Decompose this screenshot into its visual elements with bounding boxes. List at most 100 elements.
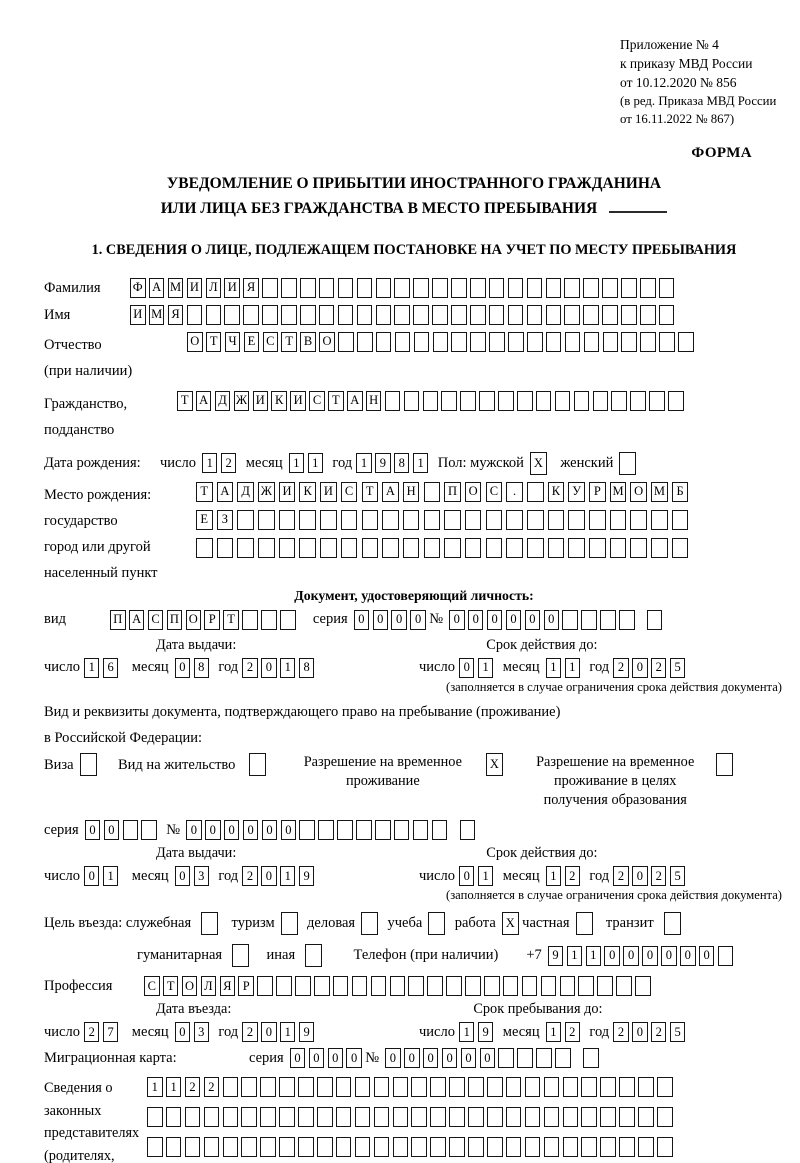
char-cell[interactable] bbox=[432, 304, 448, 325]
char-cell[interactable] bbox=[335, 1077, 352, 1098]
char-cell[interactable]: Б bbox=[671, 481, 689, 502]
char-cell[interactable] bbox=[526, 304, 543, 325]
char-cell[interactable]: 2 bbox=[564, 1022, 580, 1043]
char-cell[interactable] bbox=[638, 1077, 654, 1098]
char-cell[interactable] bbox=[489, 331, 505, 352]
char-cell[interactable]: 2 bbox=[613, 657, 629, 678]
char-cell[interactable] bbox=[402, 537, 420, 558]
char-cell[interactable] bbox=[408, 976, 424, 997]
char-cell[interactable]: 1 bbox=[147, 1077, 163, 1098]
char-cell[interactable] bbox=[243, 304, 259, 325]
char-cell[interactable]: Я bbox=[243, 277, 259, 298]
char-cell[interactable] bbox=[373, 1137, 390, 1158]
char-cell[interactable] bbox=[568, 509, 585, 530]
char-cell[interactable]: 0 bbox=[632, 657, 648, 678]
char-cell[interactable] bbox=[260, 1137, 276, 1158]
char-cell[interactable]: Т bbox=[196, 481, 213, 502]
char-cell[interactable] bbox=[621, 331, 637, 352]
char-cell[interactable] bbox=[498, 1048, 514, 1069]
char-cell[interactable] bbox=[237, 509, 254, 530]
char-cell[interactable] bbox=[465, 976, 481, 997]
char-cell[interactable] bbox=[261, 609, 277, 630]
char-cell[interactable] bbox=[630, 390, 646, 411]
char-cell[interactable]: К bbox=[299, 481, 316, 502]
char-cell[interactable] bbox=[498, 390, 514, 411]
char-cell[interactable]: 0 bbox=[698, 945, 715, 966]
char-cell[interactable]: 0 bbox=[543, 609, 559, 630]
char-cell[interactable] bbox=[280, 912, 298, 936]
char-cell[interactable] bbox=[318, 304, 335, 325]
char-cell[interactable]: 2 bbox=[613, 866, 629, 887]
char-cell[interactable] bbox=[716, 752, 734, 776]
char-cell[interactable]: С bbox=[147, 609, 164, 630]
char-cell[interactable] bbox=[444, 537, 461, 558]
char-cell[interactable] bbox=[600, 1107, 616, 1128]
char-cell[interactable] bbox=[583, 277, 599, 298]
char-cell[interactable] bbox=[242, 609, 258, 630]
char-cell[interactable] bbox=[464, 509, 482, 530]
char-cell[interactable]: 0 bbox=[372, 609, 389, 630]
char-cell[interactable] bbox=[646, 609, 663, 630]
char-cell[interactable]: 0 bbox=[486, 609, 503, 630]
char-cell[interactable] bbox=[619, 609, 635, 630]
purpose-other-checkbox[interactable] bbox=[305, 944, 325, 968]
char-cell[interactable]: Т bbox=[177, 390, 193, 411]
char-cell[interactable] bbox=[459, 820, 476, 841]
char-cell[interactable] bbox=[147, 1137, 163, 1158]
char-cell[interactable] bbox=[616, 976, 632, 997]
char-cell[interactable] bbox=[392, 1137, 409, 1158]
char-cell[interactable] bbox=[281, 304, 297, 325]
char-cell[interactable]: 0 bbox=[261, 866, 277, 887]
char-cell[interactable] bbox=[619, 451, 637, 475]
char-cell[interactable] bbox=[487, 1077, 503, 1098]
char-cell[interactable] bbox=[237, 537, 254, 558]
char-cell[interactable] bbox=[317, 1137, 333, 1158]
char-cell[interactable] bbox=[281, 277, 297, 298]
char-cell[interactable]: 1 bbox=[201, 453, 218, 474]
char-cell[interactable] bbox=[468, 1107, 484, 1128]
char-cell[interactable]: Ж bbox=[258, 481, 275, 502]
char-cell[interactable] bbox=[203, 1107, 220, 1128]
char-cell[interactable] bbox=[441, 390, 457, 411]
char-cell[interactable]: 2 bbox=[184, 1077, 201, 1098]
char-cell[interactable]: 0 bbox=[261, 657, 277, 678]
char-cell[interactable] bbox=[279, 1107, 295, 1128]
char-cell[interactable] bbox=[460, 390, 476, 411]
char-cell[interactable] bbox=[507, 277, 524, 298]
char-cell[interactable] bbox=[375, 277, 392, 298]
char-cell[interactable]: 2 bbox=[650, 866, 667, 887]
char-cell[interactable] bbox=[630, 537, 647, 558]
char-cell[interactable] bbox=[431, 820, 448, 841]
char-cell[interactable]: И bbox=[130, 304, 146, 325]
char-cell[interactable] bbox=[222, 1077, 239, 1098]
char-cell[interactable] bbox=[449, 1077, 465, 1098]
char-cell[interactable]: О bbox=[630, 481, 647, 502]
char-cell[interactable] bbox=[278, 509, 296, 530]
char-cell[interactable] bbox=[678, 331, 694, 352]
char-cell[interactable]: О bbox=[181, 976, 198, 997]
char-cell[interactable] bbox=[356, 820, 372, 841]
char-cell[interactable] bbox=[621, 277, 637, 298]
char-cell[interactable] bbox=[361, 509, 378, 530]
char-cell[interactable]: Е bbox=[196, 509, 213, 530]
char-cell[interactable]: 0 bbox=[404, 1048, 420, 1069]
char-cell[interactable]: 0 bbox=[642, 945, 658, 966]
char-cell[interactable]: Т bbox=[281, 331, 297, 352]
char-cell[interactable] bbox=[354, 1077, 371, 1098]
char-cell[interactable] bbox=[373, 1107, 390, 1128]
char-cell[interactable]: 0 bbox=[623, 945, 639, 966]
char-cell[interactable] bbox=[640, 277, 656, 298]
char-cell[interactable] bbox=[361, 537, 378, 558]
char-cell[interactable] bbox=[581, 1077, 597, 1098]
char-cell[interactable] bbox=[638, 1137, 654, 1158]
char-cell[interactable] bbox=[630, 509, 647, 530]
char-cell[interactable]: 0 bbox=[479, 1048, 496, 1069]
char-cell[interactable] bbox=[392, 1107, 409, 1128]
char-cell[interactable]: 2 bbox=[564, 866, 580, 887]
char-cell[interactable] bbox=[203, 1137, 220, 1158]
char-cell[interactable] bbox=[392, 1077, 409, 1098]
char-cell[interactable] bbox=[186, 304, 203, 325]
char-cell[interactable] bbox=[717, 945, 734, 966]
char-cell[interactable]: М bbox=[651, 481, 668, 502]
purpose-private-checkbox[interactable] bbox=[575, 912, 596, 936]
